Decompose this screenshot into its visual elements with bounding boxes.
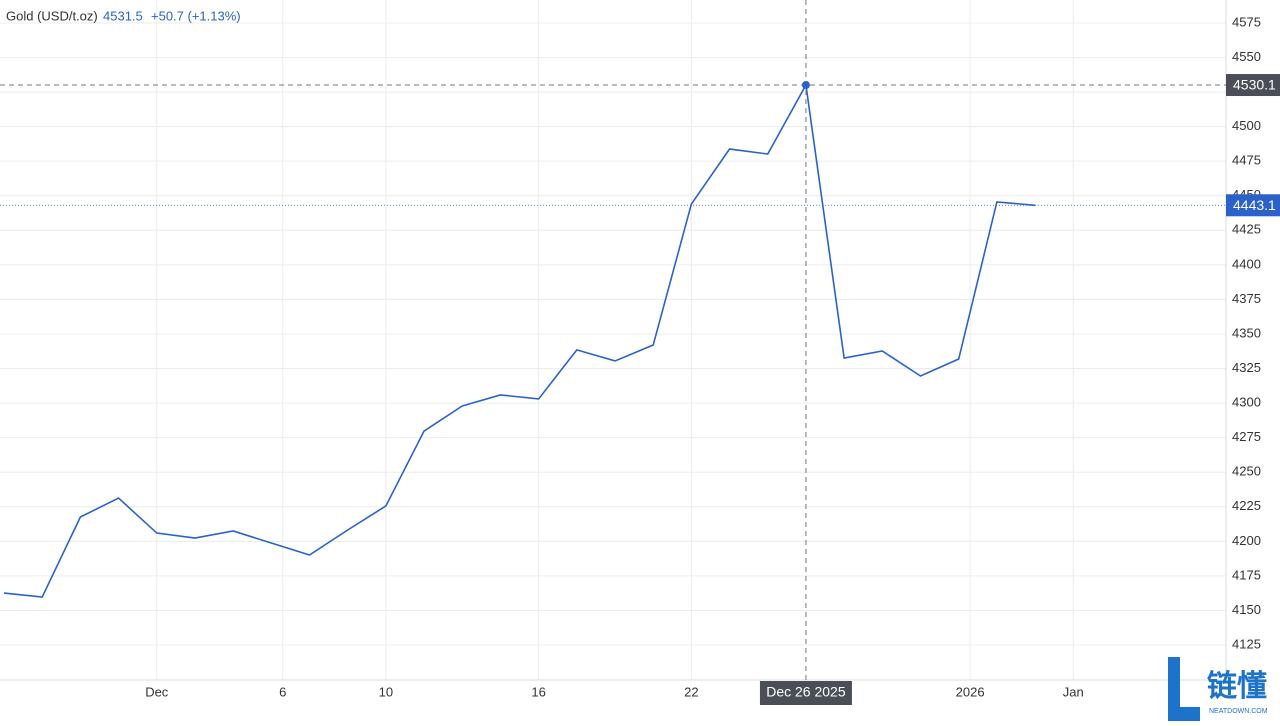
chart-title: Gold (USD/t.oz) bbox=[6, 8, 98, 23]
y-tick-label: 4425 bbox=[1232, 222, 1261, 237]
logo-sub: NEATDOWN.COM bbox=[1209, 708, 1268, 715]
y-tick-label: 4250 bbox=[1232, 464, 1261, 479]
x-tick-label: 10 bbox=[379, 684, 393, 699]
y-tick-label: 4300 bbox=[1232, 395, 1261, 410]
watermark: 链懂 NEATDOWN.COM bbox=[1168, 657, 1268, 721]
change: +50.7 (+1.13%) bbox=[151, 8, 241, 23]
crosshair-y-label: 4530.1 bbox=[1233, 77, 1276, 93]
x-tick-label: 22 bbox=[684, 684, 698, 699]
y-tick-label: 4375 bbox=[1232, 291, 1261, 306]
y-tick-label: 4325 bbox=[1232, 360, 1261, 375]
last-price-label: 4443.1 bbox=[1233, 197, 1276, 213]
crosshair-x-label: Dec 26 2025 bbox=[766, 684, 846, 700]
y-tick-label: 4575 bbox=[1232, 14, 1261, 29]
y-tick-label: 4275 bbox=[1232, 429, 1261, 444]
x-tick-label: Dec bbox=[145, 684, 169, 699]
y-tick-label: 4200 bbox=[1232, 533, 1261, 548]
logo-mark bbox=[1168, 657, 1200, 721]
price-line bbox=[3, 82, 1036, 598]
y-tick-label: 4125 bbox=[1232, 636, 1261, 651]
y-tick-label: 4400 bbox=[1232, 256, 1261, 271]
y-tick-label: 4500 bbox=[1232, 118, 1261, 133]
y-tick-label: 4150 bbox=[1232, 602, 1261, 617]
crosshair-dot bbox=[801, 81, 810, 90]
quote: 4531.5 bbox=[103, 8, 143, 23]
y-tick-label: 4175 bbox=[1232, 567, 1261, 582]
grid bbox=[0, 0, 1226, 680]
x-tick-label: Jan bbox=[1063, 684, 1084, 699]
y-tick-label: 4475 bbox=[1232, 153, 1261, 168]
y-tick-label: 4350 bbox=[1232, 325, 1261, 340]
y-tick-label: 4225 bbox=[1232, 498, 1261, 513]
x-tick-label: 16 bbox=[531, 684, 545, 699]
last-price-box bbox=[1226, 194, 1280, 217]
crosshair-x-box bbox=[759, 681, 852, 705]
logo-text: 链懂 bbox=[1207, 669, 1267, 703]
y-tick-label: 4550 bbox=[1232, 49, 1261, 64]
x-tick-label: 2026 bbox=[956, 684, 985, 699]
crosshair-y-box bbox=[1226, 74, 1280, 97]
x-tick-label: 6 bbox=[279, 684, 286, 699]
